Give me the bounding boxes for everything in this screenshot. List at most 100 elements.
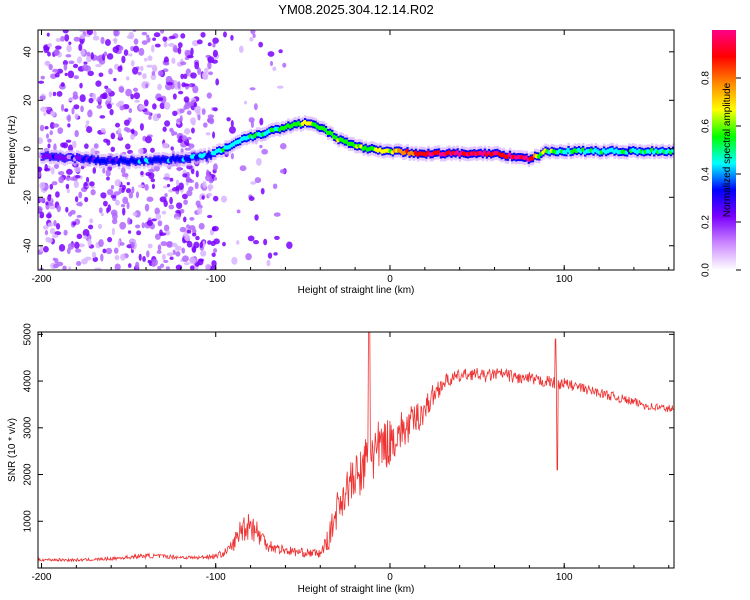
noise-blob — [253, 240, 260, 245]
noise-blob — [123, 119, 130, 126]
noise-blob — [90, 189, 96, 196]
noise-blob — [133, 92, 141, 100]
noise-blob — [117, 239, 121, 248]
noise-blob — [74, 129, 79, 138]
noise-blob — [110, 194, 117, 199]
noise-blob — [51, 181, 58, 186]
noise-blob — [117, 65, 123, 72]
noise-blob — [207, 192, 212, 197]
chart-title: YM08.2025.304.12.14.R02 — [278, 2, 433, 17]
noise-blob — [153, 32, 161, 38]
noise-blob — [279, 169, 286, 174]
noise-blob — [183, 83, 190, 87]
snr-x-ticks: -200 -100 0 100 — [31, 332, 670, 583]
noise-blob — [181, 193, 188, 200]
noise-blob — [65, 54, 72, 58]
noise-blob — [125, 88, 132, 97]
noise-blob — [132, 211, 138, 217]
colorbar-tick-label: 0.2 — [701, 215, 712, 229]
noise-blob — [50, 110, 56, 117]
noise-blob — [75, 174, 81, 179]
noise-blob — [202, 240, 206, 248]
noise-blob — [119, 105, 125, 111]
noise-blob — [183, 105, 187, 111]
noise-blob — [160, 263, 165, 268]
noise-blob — [54, 72, 60, 78]
noise-blob — [128, 263, 132, 268]
noise-blob — [135, 224, 141, 229]
noise-blob — [162, 142, 169, 149]
noise-blob — [154, 233, 161, 240]
noise-blob — [230, 120, 234, 128]
noise-blob — [138, 47, 145, 56]
noise-blob — [53, 143, 57, 151]
noise-blob — [272, 183, 278, 190]
noise-blob — [175, 251, 181, 257]
noise-blob — [178, 182, 184, 190]
noise-blob — [62, 30, 69, 34]
noise-blob — [127, 230, 132, 234]
noise-blob — [42, 225, 49, 230]
noise-blob — [169, 35, 176, 40]
noise-blob — [166, 183, 171, 188]
noise-blob — [74, 113, 79, 119]
noise-blob — [157, 220, 163, 227]
noise-blob — [38, 166, 43, 172]
y-tick-label: 40 — [23, 46, 34, 58]
noise-blob — [46, 60, 50, 67]
noise-blob — [172, 110, 178, 117]
noise-blob — [90, 52, 94, 60]
noise-blob — [201, 195, 205, 200]
noise-blob — [126, 181, 130, 186]
noise-blob — [49, 183, 54, 190]
noise-blob — [191, 127, 195, 134]
noise-blob — [47, 51, 51, 57]
noise-blob — [57, 127, 64, 134]
noise-blob — [133, 38, 139, 45]
noise-blob — [179, 115, 183, 123]
noise-blob — [73, 36, 81, 42]
noise-blob — [253, 103, 258, 111]
y-tick-label: 1000 — [23, 510, 34, 533]
noise-blob — [263, 238, 268, 246]
noise-blob — [105, 247, 113, 255]
noise-blob — [163, 176, 170, 180]
colorbar-tick-label: 0.0 — [701, 263, 712, 277]
noise-blob — [238, 45, 244, 53]
noise-blob — [186, 189, 193, 197]
noise-blob — [120, 253, 126, 261]
noise-blob — [91, 251, 97, 259]
noise-blob — [258, 41, 264, 48]
noise-blob — [67, 242, 75, 250]
snr-panel: -200 -100 0 100 1000 2000 3000 4000 5000 Height… — [7, 323, 675, 595]
noise-blob — [221, 195, 228, 203]
noise-blob — [130, 60, 135, 67]
noise-blob — [190, 72, 197, 79]
noise-blob — [205, 263, 211, 270]
noise-blob — [114, 263, 121, 270]
noise-blob — [102, 167, 106, 174]
noise-blob — [133, 87, 139, 92]
noise-blob — [95, 80, 102, 87]
noise-blob — [180, 61, 187, 66]
noise-blob — [127, 217, 131, 225]
noise-blob — [83, 182, 88, 187]
noise-blob — [47, 194, 52, 202]
noise-blob — [212, 43, 216, 48]
spectrogram-x-label: Height of straight line (km) — [298, 285, 415, 296]
y-tick-label: 2000 — [23, 463, 34, 486]
noise-blob — [197, 67, 202, 75]
noise-blob — [104, 85, 109, 90]
noise-blob — [135, 191, 140, 199]
noise-blob — [184, 147, 192, 151]
noise-blob — [84, 196, 89, 203]
noise-blob — [72, 94, 79, 100]
noise-blob — [96, 104, 103, 109]
noise-blob — [207, 214, 213, 219]
noise-blob — [250, 181, 257, 185]
noise-blob — [191, 246, 197, 253]
noise-blob — [74, 166, 81, 173]
noise-blob — [146, 64, 154, 68]
noise-blob — [136, 230, 142, 236]
